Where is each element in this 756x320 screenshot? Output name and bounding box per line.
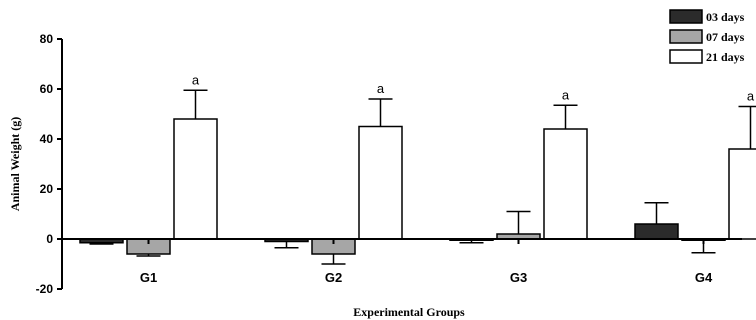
y-axis: -20 0 20 40 60 80: [36, 32, 63, 296]
bar: [634, 223, 679, 240]
y-tick-label: 0: [46, 232, 53, 246]
y-axis-label: Animal Weight (g): [8, 117, 22, 211]
legend-label: 21 days: [706, 50, 745, 64]
legend-swatch: [669, 49, 703, 64]
legend-label: 07 days: [706, 30, 745, 44]
significance-label: a: [747, 89, 755, 104]
bars: a a a a: [79, 72, 756, 265]
significance-label: a: [377, 81, 385, 96]
bar: [173, 118, 218, 240]
bar: [358, 125, 403, 240]
x-tick-label: G3: [510, 270, 527, 285]
legend: 03 days 07 days 21 days: [669, 9, 745, 64]
legend-swatch: [669, 9, 703, 24]
x-tick-label: G1: [140, 270, 157, 285]
bar: [543, 128, 588, 240]
y-tick-label: 80: [40, 32, 54, 46]
y-tick-label: 20: [40, 182, 54, 196]
legend-swatch: [669, 29, 703, 44]
x-tick-label: G2: [325, 270, 342, 285]
x-axis: G1 G2 G3 G4: [62, 238, 742, 285]
significance-label: a: [192, 72, 200, 87]
y-tick-label: -20: [36, 282, 54, 296]
bar: [728, 148, 756, 240]
x-axis-label: Experimental Groups: [353, 305, 465, 319]
legend-label: 03 days: [706, 10, 745, 24]
y-tick-label: 60: [40, 82, 54, 96]
x-tick-label: G4: [695, 270, 713, 285]
y-tick-label: 40: [40, 132, 54, 146]
significance-label: a: [562, 87, 570, 102]
